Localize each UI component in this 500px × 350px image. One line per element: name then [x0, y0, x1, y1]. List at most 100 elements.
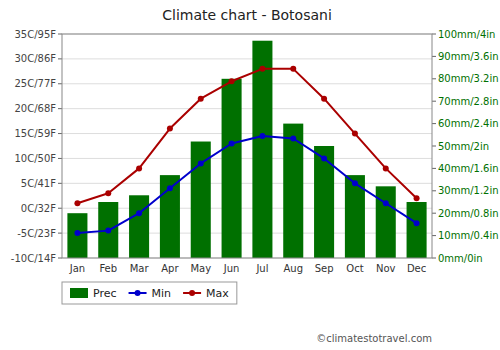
marker [229, 78, 235, 84]
marks [67, 41, 426, 258]
marker [414, 195, 420, 201]
legend-marker [189, 290, 195, 296]
tick-label: 40mm/1.6in [438, 163, 499, 174]
tick [432, 56, 436, 57]
bar [160, 175, 180, 258]
bar [222, 79, 242, 258]
category-label: Jan [69, 263, 85, 274]
category-label: Nov [376, 263, 396, 274]
tick [432, 78, 436, 79]
category-label: Mar [130, 263, 150, 274]
tick-label: 90mm/3.6in [438, 51, 499, 62]
marker [414, 220, 420, 226]
tick-label: 70mm/2.8in [438, 96, 499, 107]
grid-line [62, 58, 432, 59]
tick-label: -10C/14F [11, 253, 56, 264]
marker [383, 165, 389, 171]
tick [58, 58, 62, 59]
marker [259, 133, 265, 139]
tick [58, 183, 62, 184]
tick [58, 108, 62, 109]
tick [432, 146, 436, 147]
tick-label: 30C/86F [14, 53, 56, 64]
bar [376, 186, 396, 258]
legend-label: Max [206, 287, 229, 300]
bar [252, 41, 272, 258]
line [77, 136, 416, 233]
legend: Prec Min Max [62, 282, 237, 304]
tick-label: 5C/41F [21, 178, 56, 189]
marker [290, 66, 296, 72]
tick [58, 258, 62, 259]
tick-label: 0mm/0in [438, 253, 483, 264]
tick [432, 235, 436, 236]
marker [74, 230, 80, 236]
bar [407, 202, 427, 258]
tick-label: 20C/68F [14, 103, 56, 114]
tick-label: 10mm/0.4in [438, 230, 499, 241]
tick [432, 34, 436, 35]
tick [432, 258, 436, 259]
marker [105, 190, 111, 196]
tick-label: 30mm/1.2in [438, 185, 499, 196]
tick [58, 83, 62, 84]
marker [136, 210, 142, 216]
marker [290, 136, 296, 142]
tick [432, 101, 436, 102]
annotation: ©climatestotravel.com [316, 333, 432, 344]
category-label: Dec [407, 263, 426, 274]
title: Climate chart - Botosani [162, 7, 332, 23]
legend-swatch [70, 288, 88, 298]
marker [74, 200, 80, 206]
tick [432, 123, 436, 124]
grid-line [62, 183, 432, 184]
marker [167, 185, 173, 191]
category-label: Oct [346, 263, 363, 274]
tick-label: 50mm/2in [438, 141, 489, 152]
marker [321, 96, 327, 102]
tick-label: 0C/32F [21, 203, 56, 214]
tick [58, 133, 62, 134]
line [77, 69, 416, 203]
marker [352, 131, 358, 137]
tick [432, 213, 436, 214]
tick-label: 20mm/0.8in [438, 208, 499, 219]
tick [58, 208, 62, 209]
tick-label: 100mm/4in [438, 29, 495, 40]
tick-label: 25C/77F [14, 78, 56, 89]
grid-line [62, 133, 432, 134]
marker [352, 180, 358, 186]
category-label: May [190, 263, 211, 274]
legend-frame [62, 282, 237, 304]
category-label: Apr [161, 263, 179, 274]
marker [105, 228, 111, 234]
bar [67, 213, 87, 258]
marker [259, 66, 265, 72]
tick [432, 168, 436, 169]
bar [314, 146, 334, 258]
tick-label: 15C/59F [14, 128, 56, 139]
chart: Climate chart - Botosani-10C/14F-5C/23F0… [0, 0, 500, 350]
tick-label: 35C/95F [14, 29, 56, 40]
legend-marker [135, 290, 141, 296]
marker [198, 96, 204, 102]
tick [58, 158, 62, 159]
tick [432, 190, 436, 191]
category-label: Feb [99, 263, 117, 274]
tick-label: 80mm/3.2in [438, 73, 499, 84]
legend-label: Prec [93, 287, 117, 300]
category-label: Jun [223, 263, 240, 274]
tick [58, 34, 62, 35]
tick-label: 60mm/2.4in [438, 118, 499, 129]
legend-label: Min [152, 287, 172, 300]
marker [167, 126, 173, 132]
grid-line [62, 108, 432, 109]
tick-label: 10C/50F [14, 153, 56, 164]
category-label: Jul [255, 263, 268, 274]
marker [383, 200, 389, 206]
marker [136, 165, 142, 171]
category-label: Aug [283, 263, 303, 274]
bar [129, 195, 149, 258]
marker [229, 141, 235, 147]
plot-frame [62, 34, 432, 258]
